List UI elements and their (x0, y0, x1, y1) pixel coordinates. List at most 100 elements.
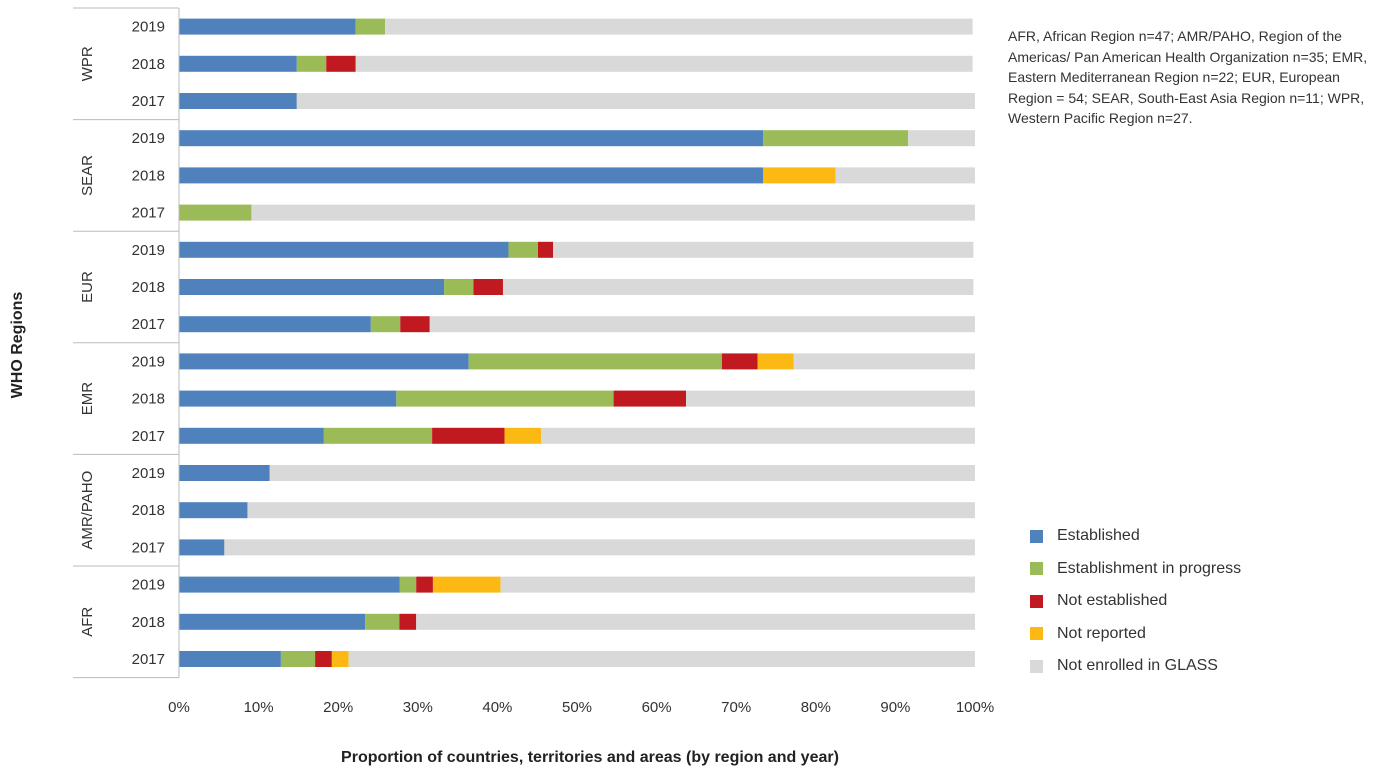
bar-segment (541, 427, 975, 444)
bar-segment (908, 130, 975, 147)
legend-item: Not reported (1030, 618, 1241, 651)
bar-segment (416, 576, 433, 593)
bar-segment (763, 167, 836, 184)
bar-segment (315, 651, 332, 667)
bar-segment (179, 55, 297, 72)
bar-segment (269, 465, 975, 481)
bar-segment (763, 130, 909, 147)
x-tick-label: 50% (562, 699, 592, 716)
legend-swatch (1030, 529, 1043, 543)
bar-segment (179, 539, 225, 556)
bar-segment (396, 390, 614, 407)
bar-segment (179, 427, 324, 444)
bar-segment (179, 502, 248, 519)
legend-item: Not enrolled in GLASS (1030, 650, 1241, 683)
bar-segment (429, 316, 975, 333)
legend-label: Not reported (1057, 624, 1146, 642)
bar-segment (296, 55, 327, 72)
bar-segment (835, 167, 975, 184)
bar-segment (179, 204, 252, 221)
year-label: 2018 (132, 391, 165, 408)
legend-swatch (1030, 594, 1043, 608)
legend-swatch (1030, 627, 1043, 641)
bar-segment (247, 502, 975, 519)
region-note: AFR, African Region n=47; AMR/PAHO, Regi… (1008, 28, 1368, 126)
bar-segment (348, 651, 975, 667)
legend-swatch (1030, 562, 1043, 576)
bar-segment (370, 316, 401, 333)
region-label: AFR (79, 607, 96, 637)
bar-segment (399, 576, 417, 593)
bar-segment (432, 576, 501, 593)
x-tick-label: 0% (168, 699, 190, 716)
bar-segment (500, 576, 975, 593)
bar-segment (179, 353, 469, 370)
year-label: 2019 (132, 465, 165, 482)
bar-segment (613, 390, 687, 407)
region-label: WPR (79, 46, 96, 81)
bar-segment (280, 651, 316, 667)
x-tick-label: 40% (482, 699, 512, 716)
x-tick-label: 10% (244, 699, 274, 716)
legend-label: Not established (1057, 592, 1168, 610)
year-label: 2018 (132, 502, 165, 519)
bar-segment (179, 93, 297, 109)
chart-legend: Established Establishment in progress Not … (1030, 520, 1241, 683)
year-label: 2018 (132, 279, 165, 296)
year-label: 2017 (132, 651, 165, 668)
year-label: 2018 (132, 614, 165, 631)
bar-segment (179, 18, 356, 35)
bar-segment (553, 241, 974, 258)
bar-segment (793, 353, 975, 370)
bar-segment (473, 279, 503, 295)
year-label: 2019 (132, 19, 165, 36)
x-tick-label: 20% (323, 699, 353, 716)
x-tick-label: 80% (801, 699, 831, 716)
bar-segment (508, 241, 538, 258)
legend-item: Establishment in progress (1030, 553, 1241, 586)
year-label: 2017 (132, 539, 165, 556)
legend-item: Established (1030, 520, 1241, 553)
bar-segment (331, 651, 349, 667)
bar-segment (251, 204, 975, 221)
bar-segment (179, 651, 281, 667)
bar-segment (179, 130, 764, 147)
region-label: EUR (79, 271, 96, 303)
bar-segment (468, 353, 722, 370)
bar-segment (686, 390, 975, 407)
year-label: 2018 (132, 56, 165, 73)
legend-label: Established (1057, 527, 1140, 545)
bar-segment (224, 539, 975, 556)
year-label: 2019 (132, 130, 165, 147)
x-tick-label: 100% (956, 699, 994, 716)
bar-segment (179, 279, 445, 295)
bar-segment (179, 241, 509, 258)
bar-segment (179, 167, 764, 184)
bar-segment (721, 353, 758, 370)
x-tick-label: 70% (721, 699, 751, 716)
bar-segment (179, 390, 397, 407)
year-label: 2019 (132, 577, 165, 594)
bar-segment (365, 613, 400, 630)
bar-segment (385, 18, 973, 35)
year-label: 2019 (132, 242, 165, 259)
legend-label: Establishment in progress (1057, 559, 1242, 577)
region-label: SEAR (79, 155, 96, 196)
year-label: 2019 (132, 353, 165, 370)
year-label: 2017 (132, 93, 165, 110)
bar-segment (179, 465, 270, 481)
region-label: EMR (79, 382, 96, 416)
bar-segment (757, 353, 794, 370)
bar-segment (538, 241, 554, 258)
bar-segment (399, 613, 417, 630)
bar-segment (416, 613, 976, 630)
x-tick-label: 90% (880, 699, 910, 716)
x-tick-label: 60% (642, 699, 672, 716)
x-tick-label: 30% (403, 699, 433, 716)
legend-label: Not enrolled in GLASS (1057, 657, 1218, 675)
year-label: 2017 (132, 316, 165, 333)
region-label: AMR/PAHO (79, 471, 96, 550)
bar-segment (355, 18, 386, 35)
bar-segment (179, 576, 400, 593)
bar-segment (323, 427, 433, 444)
